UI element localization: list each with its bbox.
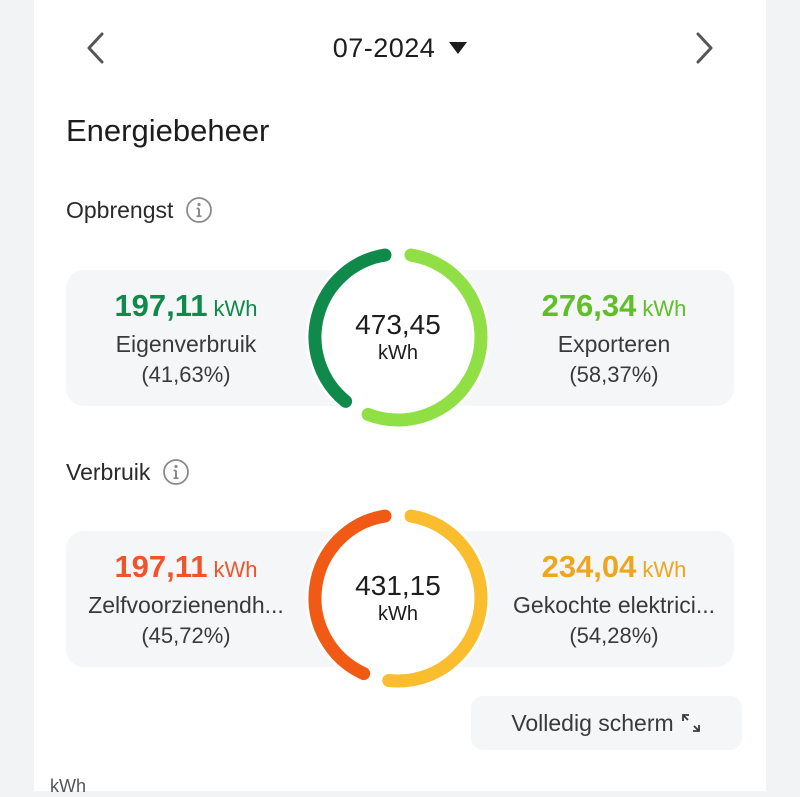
previous-month-button[interactable]	[76, 28, 116, 68]
self-sufficiency-value-line: 197,11 kWh	[114, 548, 257, 589]
purchased-electricity-arc	[382, 509, 488, 688]
energy-card: 07-2024 Energiebeheer Opbrengst 197,11 kW…	[34, 0, 766, 796]
self-sufficiency-unit: kWh	[213, 556, 258, 582]
self-sufficiency-percent: (45,72%)	[141, 622, 231, 648]
purchased-electricity-value-line: 234,04 kWh	[542, 548, 687, 589]
caret-down-icon[interactable]	[449, 41, 468, 55]
fullscreen-button[interactable]: Volledig scherm	[471, 696, 742, 750]
self-consumption-arc	[308, 248, 392, 408]
production-donut-chart	[306, 245, 490, 429]
consumption-donut-chart	[306, 506, 490, 690]
self-sufficiency-value: 197,11	[114, 548, 208, 584]
consumption-title-label: Verbruik	[66, 458, 151, 485]
export-percent: (58,37%)	[569, 361, 659, 387]
production-title-label: Opbrengst	[66, 196, 174, 223]
export-value: 276,34	[541, 287, 637, 323]
next-month-button[interactable]	[684, 28, 724, 68]
export-arc	[361, 248, 488, 427]
info-icon[interactable]	[185, 196, 213, 224]
self-sufficiency-stat: 197,11 kWh Zelfvoorzienendh... (45,72%)	[66, 531, 306, 667]
production-total: 473,45 kWh	[298, 237, 498, 437]
export-unit: kWh	[642, 295, 687, 321]
self-consumption-unit: kWh	[213, 295, 258, 321]
purchased-electricity-unit: kWh	[642, 556, 687, 582]
export-label: Exporteren	[557, 330, 671, 357]
month-picker[interactable]: 07-2024	[34, 30, 766, 66]
purchased-electricity-percent: (54,28%)	[569, 622, 659, 648]
export-value-line: 276,34 kWh	[542, 287, 687, 328]
consumption-total-unit: kWh	[378, 603, 418, 625]
export-stat: 276,34 kWh Exporteren (58,37%)	[494, 270, 734, 406]
month-picker-value[interactable]: 07-2024	[332, 32, 436, 63]
self-sufficiency-arc	[308, 509, 392, 681]
self-consumption-value: 197,11	[114, 287, 208, 323]
production-donut: 473,45 kWh	[298, 237, 498, 437]
production-section-title: Opbrengst	[66, 196, 213, 224]
consumption-section-title: Verbruik	[66, 458, 190, 486]
production-total-value: 473,45	[355, 309, 441, 340]
expand-icon	[681, 714, 700, 732]
purchased-electricity-label: Gekochte elektrici...	[513, 591, 715, 618]
self-consumption-percent: (41,63%)	[141, 361, 231, 387]
fullscreen-label: Volledig scherm	[511, 709, 674, 736]
page-title: Energiebeheer	[66, 113, 270, 148]
chevron-right-icon	[696, 32, 713, 64]
self-consumption-label: Eigenverbruik	[115, 330, 257, 357]
self-consumption-stat: 197,11 kWh Eigenverbruik (41,63%)	[66, 270, 306, 406]
consumption-total: 431,15 kWh	[298, 498, 498, 698]
production-total-unit: kWh	[378, 342, 418, 364]
purchased-electricity-stat: 234,04 kWh Gekochte elektrici... (54,28%)	[494, 531, 734, 667]
consumption-total-value: 431,15	[355, 570, 441, 601]
purchased-electricity-value: 234,04	[541, 548, 637, 584]
self-consumption-value-line: 197,11 kWh	[114, 287, 257, 328]
chevron-left-icon	[87, 32, 104, 64]
consumption-donut: 431,15 kWh	[298, 498, 498, 698]
self-sufficiency-label: Zelfvoorzienendh...	[88, 591, 284, 618]
info-icon[interactable]	[162, 458, 190, 486]
chart-axis-unit: kWh	[50, 776, 86, 796]
